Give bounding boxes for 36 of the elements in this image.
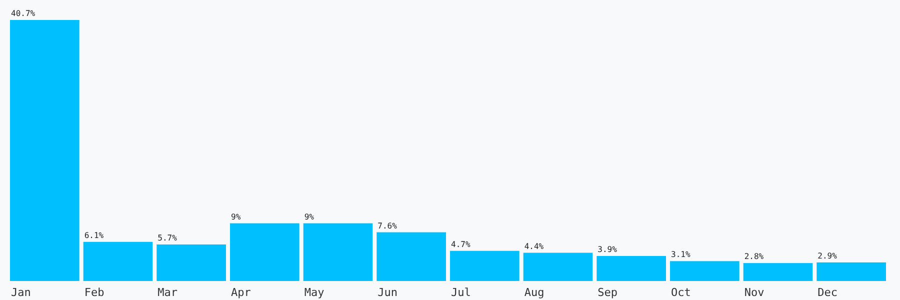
bar xyxy=(596,256,666,281)
data-label: 3.9% xyxy=(598,244,618,254)
x-tick-label: May xyxy=(304,286,325,299)
bar xyxy=(743,263,813,281)
x-tick-label: Apr xyxy=(231,286,252,299)
data-label: 7.6% xyxy=(378,221,398,230)
x-tick-label: Oct xyxy=(671,286,691,299)
bar xyxy=(230,223,300,281)
x-tick-label: Jan xyxy=(11,286,31,299)
data-label: 3.1% xyxy=(671,250,690,260)
x-tick-label: Feb xyxy=(84,286,104,299)
bar xyxy=(450,250,520,281)
data-label: 6.1% xyxy=(84,230,104,240)
bar xyxy=(156,244,226,281)
data-label: 9% xyxy=(231,212,241,222)
bar xyxy=(83,242,153,281)
data-label: 40.7% xyxy=(11,9,36,18)
x-tick-label: Dec xyxy=(818,286,838,299)
bar xyxy=(523,252,593,281)
x-tick-label: Mar xyxy=(158,286,178,299)
x-tick-label: Aug xyxy=(524,286,544,299)
data-label: 5.7% xyxy=(158,233,178,242)
x-tick-label: Jul xyxy=(451,286,471,299)
x-tick-label: Jun xyxy=(378,286,398,299)
data-label: 2.9% xyxy=(818,251,838,260)
bar xyxy=(303,223,373,281)
data-label: 2.8% xyxy=(744,252,764,262)
bar xyxy=(670,261,740,281)
data-label: 9% xyxy=(304,212,314,222)
bar xyxy=(816,262,886,281)
bar xyxy=(376,232,446,281)
data-label: 4.4% xyxy=(524,242,544,251)
data-label: 4.7% xyxy=(451,240,470,249)
bar xyxy=(10,20,80,281)
x-tick-label: Nov xyxy=(744,286,765,299)
x-tick-label: Sep xyxy=(598,286,618,299)
